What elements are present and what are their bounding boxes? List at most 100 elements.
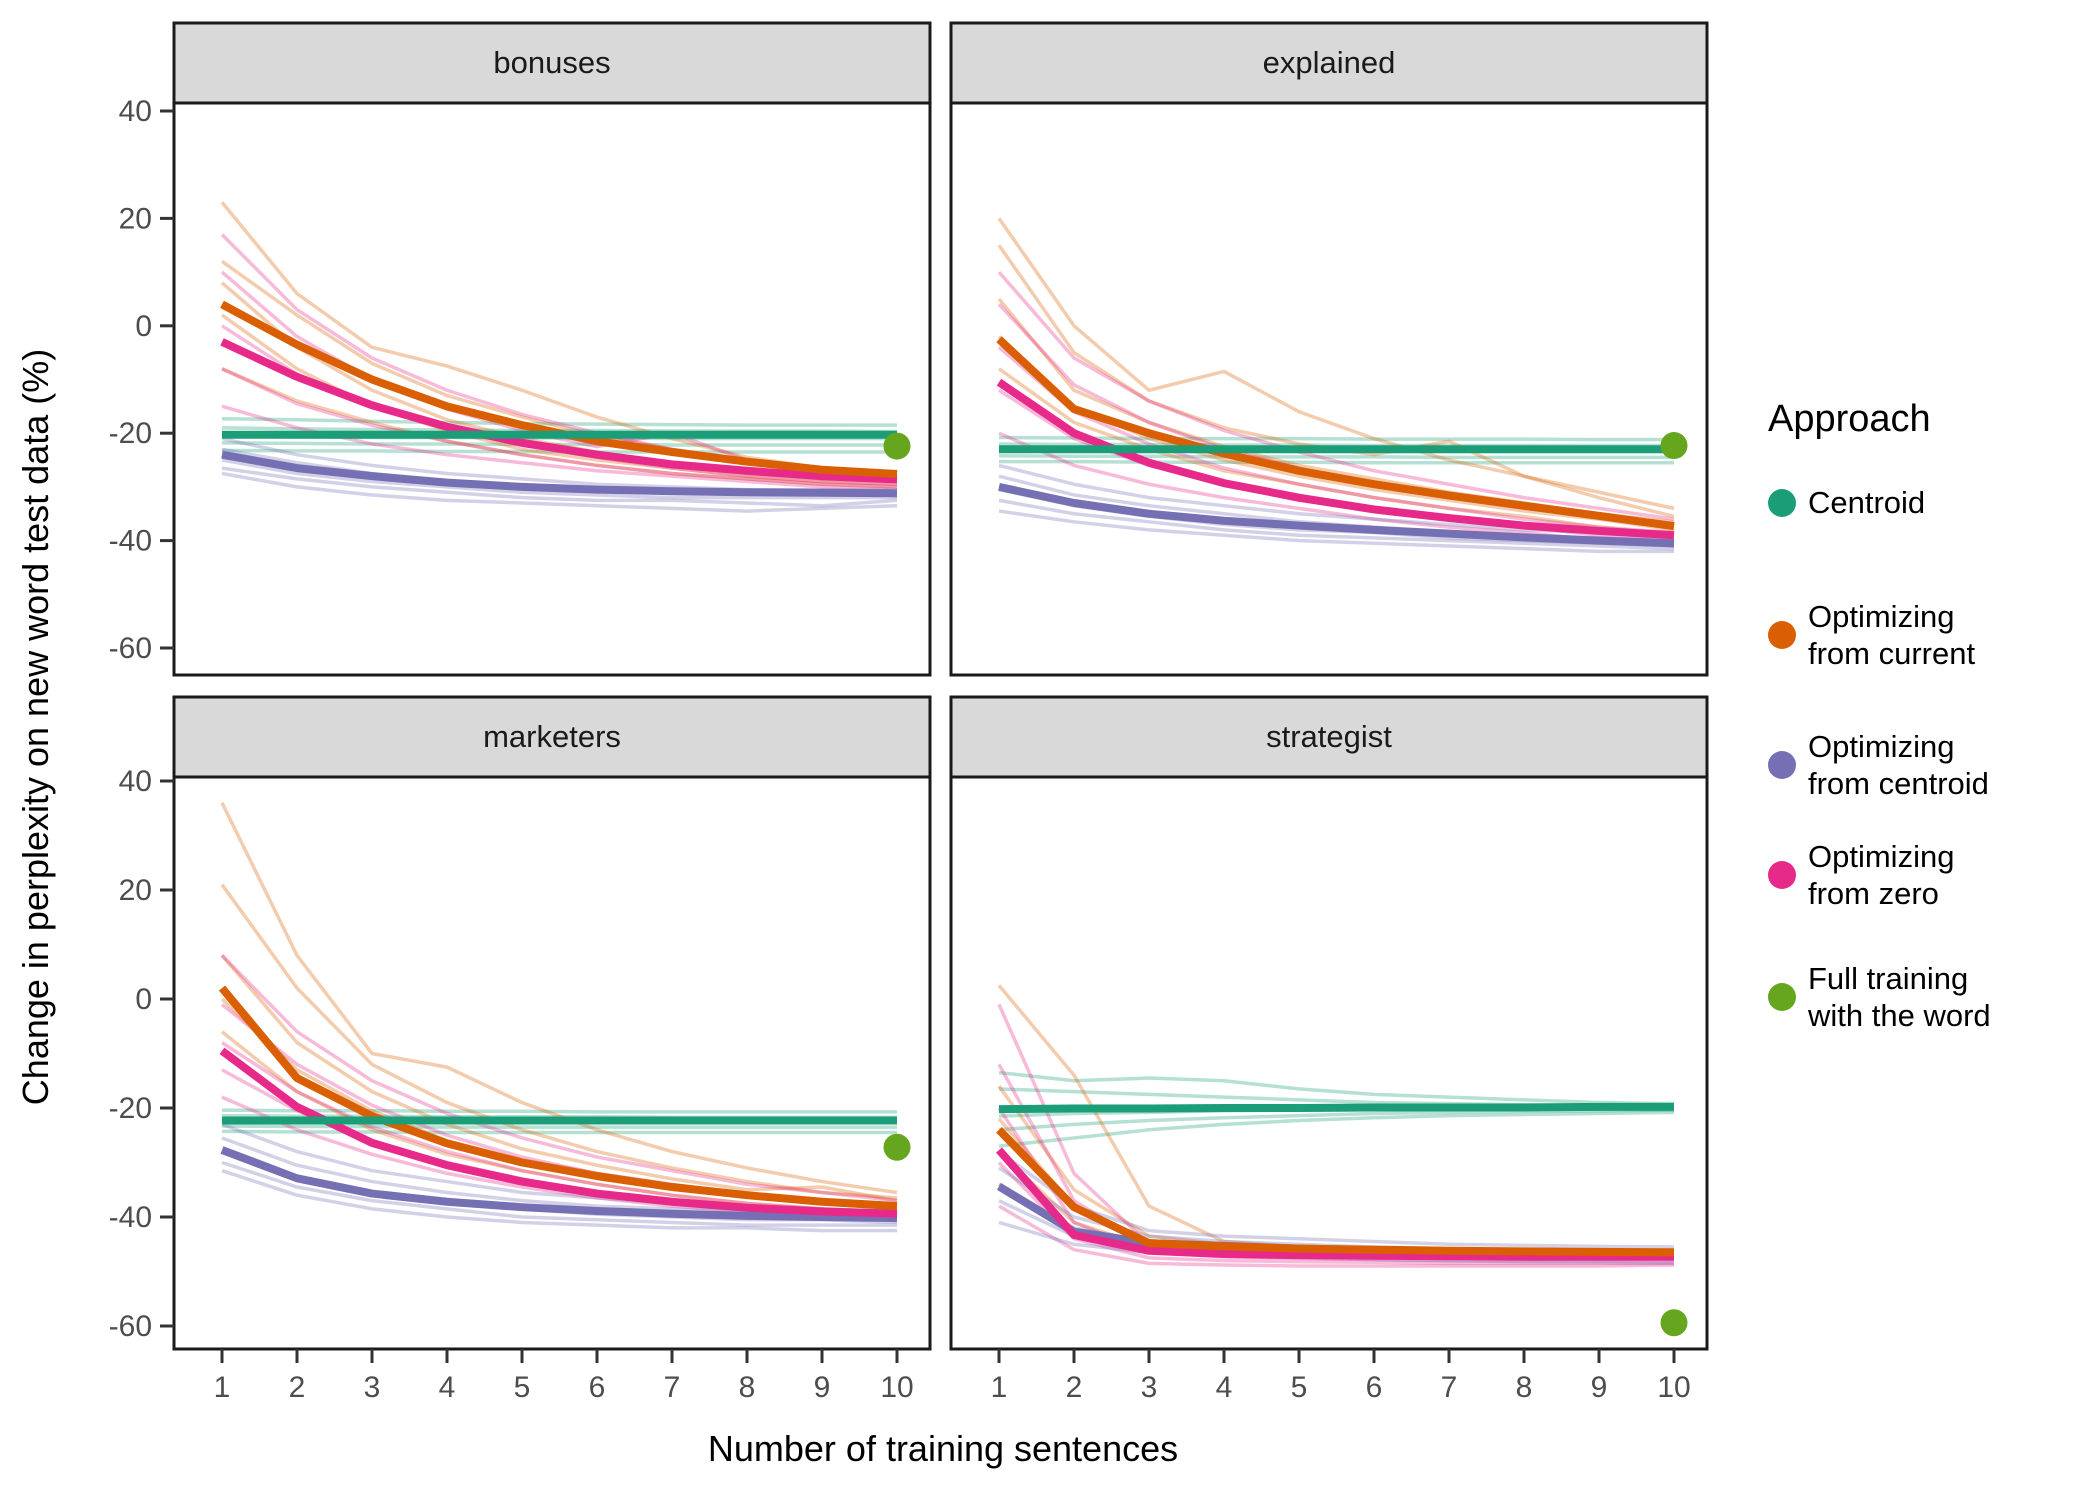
full-training-swatch-icon (1768, 983, 1796, 1011)
run-line-from_zero (997, 345, 1675, 535)
run-line-from_centroid (998, 509, 1674, 554)
legend-label-line: Optimizing (1808, 599, 1955, 634)
y-tick-label: 20 (119, 874, 152, 907)
x-tick-label: 6 (589, 1371, 606, 1404)
legend: Approach Centroid Optimizing from curren… (1768, 398, 2098, 1033)
full-training-dot (883, 432, 911, 460)
mean-line-from_current (218, 985, 898, 1211)
x-tick-label: 1 (991, 1371, 1008, 1404)
legend-label-line: Optimizing (1808, 729, 1955, 764)
x-tick-label: 5 (514, 1371, 531, 1404)
legend-item-label: Optimizing from centroid (1808, 728, 1989, 802)
y-tick-label: 0 (135, 310, 152, 343)
run-line-from_current (221, 367, 898, 489)
legend-label-line: from zero (1808, 876, 1939, 911)
x-tick-label: 4 (439, 1371, 456, 1404)
x-tick-label: 7 (1441, 1371, 1458, 1404)
y-tick-label: 40 (119, 765, 152, 798)
facet-strip-marketers: marketers (483, 719, 621, 754)
mean-line-from_zero (996, 1147, 1674, 1261)
legend-label-line: from centroid (1808, 766, 1989, 801)
x-tick-label: 8 (1516, 1371, 1533, 1404)
facet-strip-strategist: strategist (1266, 719, 1392, 754)
mean-line-from_centroid (221, 450, 898, 498)
from-zero-swatch-icon (1768, 861, 1796, 889)
run-line-centroid (998, 1110, 1675, 1148)
x-tick-label: 10 (880, 1371, 913, 1404)
run-line-centroid (221, 1108, 897, 1114)
run-line-from_zero (221, 367, 898, 489)
facet-lines-marketers (218, 802, 911, 1233)
run-line-from_current (220, 883, 898, 1200)
from-current-swatch-icon (1768, 621, 1796, 649)
x-tick-label: 2 (1066, 1371, 1083, 1404)
panel-border (172, 775, 932, 1351)
run-line-centroid (998, 454, 1674, 460)
legend-label-line: from current (1808, 636, 1976, 671)
y-tick-label: 0 (135, 983, 152, 1016)
panel-background (951, 103, 1707, 675)
legend-title: Approach (1768, 398, 1931, 440)
panel-background (174, 103, 930, 675)
run-line-centroid (999, 459, 1674, 465)
run-line-from_centroid (221, 466, 898, 508)
facet-strip-box (949, 695, 1709, 779)
y-tick-label: -20 (109, 417, 152, 450)
legend-item-centroid: Centroid (1768, 484, 1925, 521)
run-line-from_current (220, 802, 898, 1195)
x-tick-label: 1 (214, 1371, 231, 1404)
y-tick-label: 20 (119, 202, 152, 235)
panel-background (174, 777, 930, 1349)
legend-item-label: Optimizing from current (1808, 598, 1975, 672)
run-line-from_centroid (998, 498, 1675, 551)
centroid-swatch-icon (1768, 488, 1796, 517)
x-tick-label: 5 (1291, 1371, 1308, 1404)
run-line-centroid (221, 441, 897, 447)
y-tick-label: 40 (119, 95, 152, 128)
run-line-centroid (998, 1070, 1675, 1106)
run-line-from_zero (997, 1161, 1674, 1266)
run-line-from_centroid (221, 1160, 897, 1227)
run-line-from_centroid (221, 1169, 897, 1233)
y-tick-label: -60 (109, 1310, 152, 1343)
x-tick-label: 7 (664, 1371, 681, 1404)
facet-strip-box (172, 21, 932, 105)
x-tick-label: 9 (1591, 1371, 1608, 1404)
mean-line-centroid (998, 1102, 1674, 1114)
x-tick-label: 8 (739, 1371, 756, 1404)
legend-label-line: with the word (1808, 998, 1991, 1033)
facet-lines-explained (996, 217, 1688, 554)
x-tick-label: 6 (1366, 1371, 1383, 1404)
legend-item-label: Centroid (1808, 484, 1925, 521)
x-tick-label: 3 (364, 1371, 381, 1404)
facet-strip-bonuses: bonuses (493, 45, 611, 80)
run-line-from_centroid (221, 471, 898, 513)
legend-item-optimizing-from-current: Optimizing from current (1768, 598, 1975, 672)
run-line-from_current (997, 217, 1675, 511)
x-tick-label: 3 (1141, 1371, 1158, 1404)
mean-line-from_centroid (220, 1146, 898, 1223)
y-tick-label: -40 (109, 525, 152, 558)
facet-lines-bonuses (220, 201, 911, 513)
x-tick-label: 9 (814, 1371, 831, 1404)
facet-strip-box (172, 695, 932, 779)
full-training-dot (883, 1133, 911, 1161)
x-tick-label: 2 (289, 1371, 306, 1404)
legend-label-line: Centroid (1808, 485, 1926, 520)
x-axis-title: Number of training sentences (707, 1428, 1179, 1469)
mean-line-from_current (996, 336, 1675, 531)
x-tick-label: 10 (1657, 1371, 1690, 1404)
run-line-centroid (998, 435, 1674, 442)
mean-line-from_current (996, 1127, 1675, 1257)
legend-label-line: Full training (1808, 961, 1969, 996)
legend-item-full-training: Full training with the word (1768, 960, 1991, 1034)
facet-strip-explained: explained (1262, 45, 1396, 80)
panel-border (949, 101, 1709, 677)
run-line-centroid (221, 1129, 897, 1135)
run-line-centroid (221, 1124, 897, 1129)
run-line-from_zero (997, 270, 1675, 521)
run-line-from_zero (998, 1204, 1675, 1268)
full-training-dot (1660, 432, 1688, 460)
